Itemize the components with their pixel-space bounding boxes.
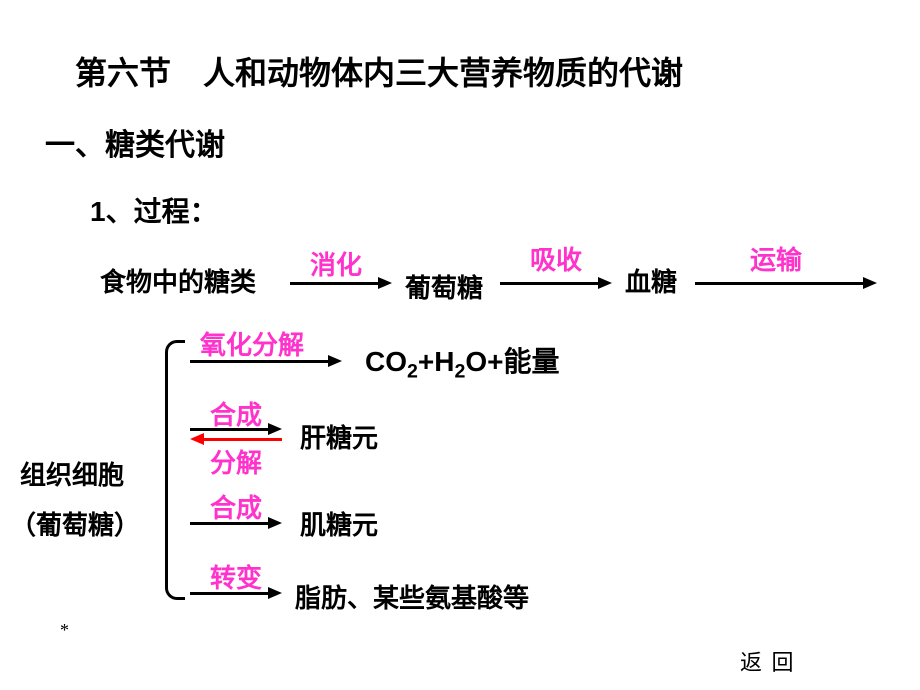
footer-star: * [60, 620, 69, 641]
result-oxidation: CO2+H2O+能量 [365, 340, 560, 384]
arrow-p1-line [190, 360, 330, 363]
co2-sub: 2 [407, 361, 418, 383]
result-muscle-glycogen: 肌糖元 [300, 505, 378, 542]
label-synthesis-1: 合成 [210, 395, 262, 432]
arrow-p2-bot-line [202, 438, 282, 441]
arrow-p1-head [328, 355, 342, 367]
label-oxidation: 氧化分解 [200, 325, 304, 362]
label-absorb: 吸收 [530, 240, 582, 277]
rest-text: O+能量 [465, 346, 559, 377]
page-title: 第六节 人和动物体内三大营养物质的代谢 [75, 48, 683, 94]
arrow-p2-top-head [268, 423, 282, 435]
h2o-sub: 2 [454, 361, 465, 383]
arrow-3-head [863, 277, 877, 289]
label-transform: 转变 [210, 558, 262, 595]
label-synthesis-2: 合成 [210, 488, 262, 525]
arrow-p2-top-line [190, 428, 270, 431]
arrow-p3-line [190, 522, 270, 525]
result-fat-amino: 脂肪、某些氨基酸等 [295, 578, 529, 615]
arrow-p2-bot-head [190, 433, 204, 445]
item-1: 1、过程： [90, 190, 218, 230]
cell-label-2: （葡萄糖） [10, 505, 140, 542]
arrow-3-line [695, 282, 865, 285]
arrow-2-line [500, 282, 600, 285]
arrow-1-head [378, 277, 392, 289]
arrow-p4-head [268, 587, 282, 599]
label-decompose: 分解 [210, 443, 262, 480]
flow-start: 食物中的糖类 [100, 262, 256, 299]
footer-return[interactable]: 返 回 [740, 645, 796, 677]
arrow-p4-line [190, 592, 270, 595]
co2-co: CO [365, 346, 407, 377]
flow-glucose: 葡萄糖 [405, 268, 483, 305]
result-liver-glycogen: 肝糖元 [300, 418, 378, 455]
h2o-h: +H [418, 346, 455, 377]
label-digest: 消化 [310, 245, 362, 282]
flow-bloodsugar: 血糖 [625, 262, 677, 299]
section-heading: 一、糖类代谢 [45, 120, 225, 164]
bracket [165, 340, 185, 600]
arrow-p3-head [268, 517, 282, 529]
arrow-2-head [598, 277, 612, 289]
cell-label-1: 组织细胞 [20, 455, 124, 492]
label-transport: 运输 [750, 240, 802, 277]
arrow-1-line [290, 282, 380, 285]
